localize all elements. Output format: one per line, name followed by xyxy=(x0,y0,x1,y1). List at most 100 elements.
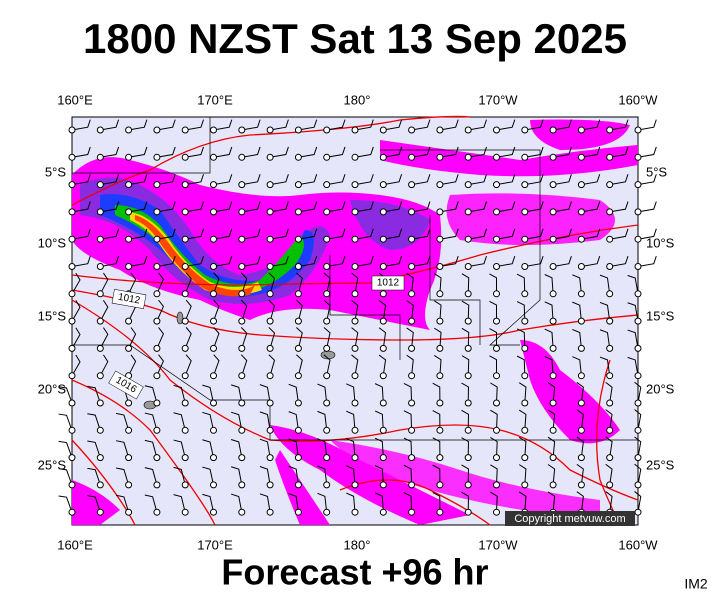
station xyxy=(493,508,500,516)
barb xyxy=(185,255,204,267)
station xyxy=(577,235,585,243)
barb xyxy=(605,409,613,431)
station xyxy=(351,153,359,161)
station xyxy=(379,126,387,134)
station xyxy=(493,235,500,243)
station xyxy=(549,153,557,161)
station xyxy=(294,126,302,134)
station xyxy=(181,263,189,270)
lat-label: 10°S xyxy=(38,235,67,250)
station xyxy=(238,181,246,189)
barb xyxy=(581,119,601,131)
barb xyxy=(115,467,130,486)
barb xyxy=(383,174,403,186)
barb xyxy=(296,272,303,294)
lon-label: 180° xyxy=(344,537,371,552)
barb xyxy=(230,438,243,458)
barb xyxy=(230,384,243,404)
barb xyxy=(259,466,271,485)
barb xyxy=(461,300,470,322)
barb xyxy=(553,255,572,267)
station xyxy=(464,126,472,134)
barb xyxy=(128,174,148,186)
barb xyxy=(259,411,271,431)
barb xyxy=(288,465,299,485)
barb xyxy=(403,464,413,485)
barb xyxy=(439,119,459,131)
station xyxy=(549,454,557,462)
barb xyxy=(637,119,657,131)
barb xyxy=(144,412,158,431)
station xyxy=(634,317,642,325)
barb xyxy=(634,463,642,485)
barb xyxy=(354,174,374,186)
barb xyxy=(553,146,572,158)
station xyxy=(266,317,274,325)
station xyxy=(408,481,416,489)
barb xyxy=(99,272,109,295)
barb xyxy=(128,119,148,131)
barb xyxy=(524,146,544,158)
station xyxy=(351,317,359,325)
barb xyxy=(128,201,148,213)
title: 1800 NZST Sat 13 Sep 2025 xyxy=(83,15,627,62)
barb xyxy=(202,411,214,431)
station xyxy=(238,372,246,380)
station xyxy=(577,317,585,325)
lat-label: 5°S xyxy=(646,164,667,179)
lon-label: 180° xyxy=(344,92,371,107)
barb xyxy=(406,327,414,349)
station xyxy=(68,344,76,352)
barb xyxy=(71,272,81,295)
barb xyxy=(553,201,572,213)
station xyxy=(408,508,416,516)
barb xyxy=(576,382,584,404)
station xyxy=(436,263,444,270)
lat-label: 15°S xyxy=(646,308,675,323)
station xyxy=(577,399,585,407)
barb xyxy=(58,495,73,513)
station xyxy=(436,481,444,489)
barb xyxy=(99,327,109,349)
barb xyxy=(144,494,158,513)
barb xyxy=(599,274,611,294)
barb xyxy=(468,146,487,158)
barb xyxy=(317,492,328,513)
station xyxy=(493,454,500,462)
barb xyxy=(516,328,526,349)
barb xyxy=(489,355,497,376)
barb xyxy=(378,327,387,349)
station xyxy=(606,181,614,189)
barb xyxy=(627,275,639,294)
barb xyxy=(627,356,639,376)
station xyxy=(549,181,557,189)
station xyxy=(634,344,642,352)
barb xyxy=(383,119,403,131)
station xyxy=(351,126,359,134)
barb xyxy=(185,228,204,240)
station xyxy=(125,208,133,216)
station xyxy=(153,508,161,516)
barb xyxy=(100,228,120,240)
station xyxy=(153,290,161,298)
station xyxy=(379,481,387,489)
barb xyxy=(156,272,164,295)
station xyxy=(210,181,217,189)
station xyxy=(153,426,161,434)
barb xyxy=(346,492,356,513)
station xyxy=(436,290,444,298)
barb xyxy=(173,412,186,431)
barb xyxy=(432,464,441,485)
station xyxy=(634,399,642,407)
barb xyxy=(213,299,220,322)
station xyxy=(408,263,416,270)
barb xyxy=(634,409,642,431)
station xyxy=(606,235,614,243)
station xyxy=(210,290,217,298)
station xyxy=(210,208,217,216)
barb xyxy=(581,201,601,213)
station xyxy=(96,263,104,270)
station xyxy=(210,344,217,352)
station xyxy=(266,508,274,516)
station xyxy=(96,235,104,243)
